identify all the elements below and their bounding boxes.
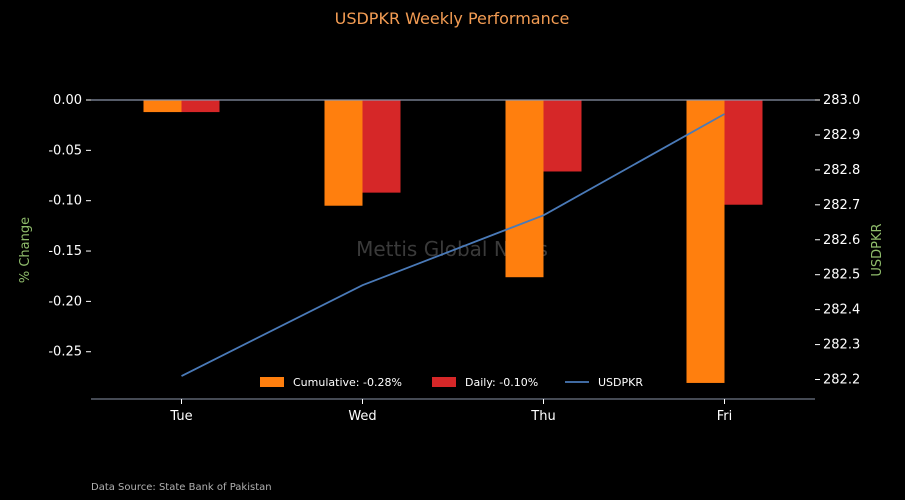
y-tick-label: -0.05 — [48, 143, 82, 158]
x-tick-label-wed: Wed — [348, 409, 376, 424]
y2-tick-label: 282.2 — [823, 373, 860, 388]
chart-title: USDPKR Weekly Performance — [335, 9, 570, 28]
y-tick-label: -0.25 — [48, 345, 82, 360]
line-layer — [181, 113, 725, 377]
x-tick-label-thu: Thu — [530, 409, 555, 424]
y-tick-label: 0.00 — [53, 93, 82, 108]
y-tick-label: -0.20 — [48, 294, 82, 309]
legend-swatch-cumulative — [260, 377, 284, 387]
y2-tick-label: 282.7 — [823, 198, 860, 213]
x-tick-label-tue: Tue — [169, 409, 192, 424]
bar-daily-fri — [724, 100, 763, 205]
y2-tick-label: 283.0 — [823, 93, 860, 108]
legend-label-cumulative: Cumulative: -0.28% — [293, 376, 402, 389]
bars-layer — [143, 100, 763, 383]
y2-axis-label: USDPKR — [870, 223, 885, 276]
legend-label-usdpkr: USDPKR — [598, 376, 643, 389]
y2-tick-label: 282.4 — [823, 303, 860, 318]
bar-daily-wed — [362, 100, 401, 193]
legend: Cumulative: -0.28% Daily: -0.10% USDPKR — [260, 376, 643, 389]
y2-tick-label: 282.3 — [823, 338, 860, 353]
source-note: Data Source: State Bank of Pakistan — [91, 482, 272, 493]
bar-cumulative-wed — [324, 100, 363, 206]
y2-tick-label: 282.9 — [823, 128, 860, 143]
bar-daily-tue — [181, 100, 220, 113]
bar-cumulative-tue — [143, 100, 182, 113]
y-tick-label: -0.15 — [48, 244, 82, 259]
legend-swatch-daily — [432, 377, 456, 387]
bar-cumulative-thu — [505, 100, 544, 278]
y2-tick-label: 282.6 — [823, 233, 860, 248]
y-tick-label: -0.10 — [48, 194, 82, 209]
bar-cumulative-fri — [686, 100, 725, 383]
bar-daily-thu — [543, 100, 582, 172]
y2-tick-label: 282.8 — [823, 163, 860, 178]
legend-label-daily: Daily: -0.10% — [465, 376, 538, 389]
line-usdpkr — [181, 113, 725, 377]
x-tick-label-fri: Fri — [717, 409, 733, 424]
axes-layer: 0.00 -0.05 -0.10 -0.15 -0.20 -0.25 283.0 282.9 2… — [48, 93, 860, 424]
y2-tick-label: 282.5 — [823, 268, 860, 283]
y-axis-label: % Change — [18, 217, 33, 283]
